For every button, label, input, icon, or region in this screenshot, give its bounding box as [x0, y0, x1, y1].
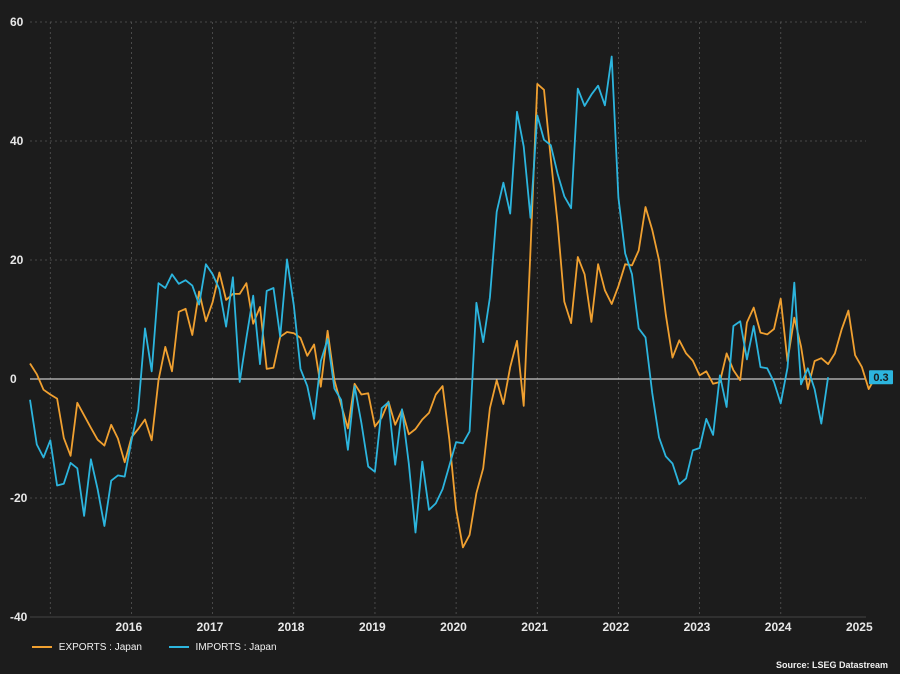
legend: EXPORTS : Japan IMPORTS : Japan — [32, 642, 301, 653]
y-tick-label: -40 — [10, 610, 28, 624]
legend-label-imports: IMPORTS : Japan — [195, 642, 277, 653]
x-tick-label: 2022 — [602, 620, 629, 634]
y-tick-label: 0 — [10, 372, 17, 386]
legend-item-exports[interactable]: EXPORTS : Japan — [32, 642, 142, 653]
x-tick-label: 2019 — [359, 620, 386, 634]
y-tick-label: 60 — [10, 15, 24, 29]
y-tick-label: 40 — [10, 134, 24, 148]
x-tick-label: 2025 — [846, 620, 873, 634]
x-tick-label: 2021 — [521, 620, 548, 634]
series-line-exports — [29, 83, 877, 549]
x-tick-label: 2017 — [197, 620, 224, 634]
x-tick-label: 2023 — [684, 620, 711, 634]
series-lines — [29, 55, 877, 549]
x-tick-label: 2016 — [115, 620, 142, 634]
axis-labels: -40 -20 0 20 40 60 2016 2017 2018 2019 2020 2021 202… — [10, 15, 873, 634]
legend-label-exports: EXPORTS : Japan — [58, 642, 142, 653]
end-value-badge-bg — [869, 370, 893, 385]
gridlines — [30, 21, 866, 618]
source-note: Source: LSEG Datastream — [775, 660, 888, 670]
x-tick-label: 2024 — [765, 620, 792, 634]
series-line-imports — [29, 55, 829, 534]
y-tick-label: -20 — [10, 491, 28, 505]
legend-swatch-exports — [32, 646, 52, 649]
end-value-labels: 0.3 — [869, 370, 893, 385]
x-tick-label: 2018 — [278, 620, 305, 634]
x-tick-label: 2020 — [440, 620, 467, 634]
legend-item-imports[interactable]: IMPORTS : Japan — [168, 642, 277, 653]
legend-swatch-imports — [168, 646, 189, 649]
end-value-badge: 0.3 — [869, 370, 893, 385]
y-tick-label: 20 — [10, 253, 24, 267]
end-value-text: 0.3 — [873, 372, 888, 384]
